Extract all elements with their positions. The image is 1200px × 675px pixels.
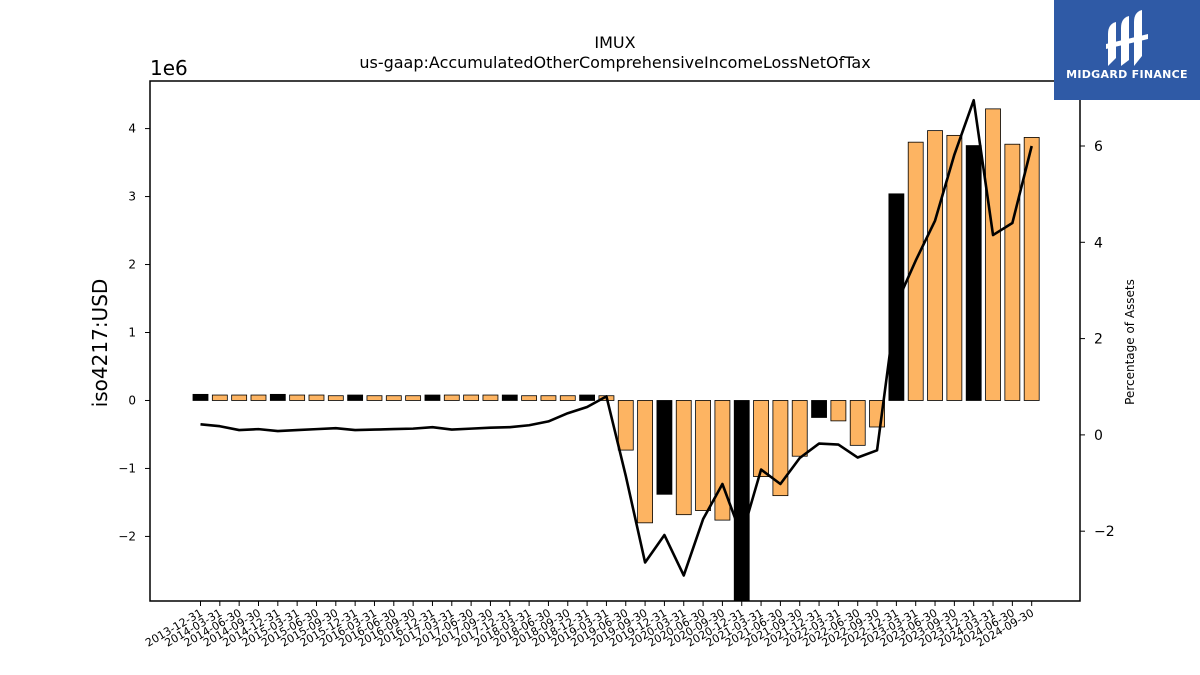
plot-area: −2−101234−202462013-12-312014-03-312014-…: [118, 80, 1115, 650]
bar: [714, 400, 731, 521]
y-tick-label: −1: [118, 461, 136, 475]
bar: [579, 394, 595, 401]
midgard-logo-icon: [1106, 10, 1148, 66]
y2-tick-label: 4: [1094, 235, 1103, 251]
y-tick-label: 2: [128, 258, 136, 272]
bar: [347, 394, 364, 401]
chart-title: IMUX: [594, 33, 635, 52]
y2-axis-label: Percentage of Assets: [1123, 279, 1137, 405]
bar: [675, 400, 692, 516]
bar: [830, 400, 847, 422]
chart-subtitle: us-gaap:AccumulatedOtherComprehensiveInc…: [359, 53, 870, 72]
bar: [463, 394, 480, 401]
bar: [753, 400, 769, 478]
series-line: [200, 98, 1033, 577]
y2-tick-label: 0: [1094, 428, 1103, 444]
bar: [849, 400, 866, 446]
bar: [617, 400, 634, 451]
bar: [366, 395, 383, 401]
bar: [231, 394, 248, 401]
bar: [192, 393, 209, 401]
bar: [1004, 143, 1021, 401]
bar: [482, 394, 499, 401]
plot-frame: [149, 80, 1081, 602]
brand-logo: MIDGARD FINANCE: [1054, 0, 1200, 100]
bar: [521, 395, 538, 401]
bar: [985, 108, 1001, 401]
y-axis-label: iso4217:USD: [88, 279, 112, 408]
bar: [946, 134, 963, 401]
y-tick-label: 0: [128, 393, 136, 407]
bar: [501, 394, 518, 401]
bar: [443, 394, 460, 401]
y-axis-multiplier: 1e6: [150, 56, 188, 80]
bar: [211, 394, 228, 401]
y2-tick-label: −2: [1094, 524, 1115, 540]
y-tick-label: −2: [118, 529, 136, 543]
bar: [289, 394, 306, 401]
bar: [656, 400, 673, 495]
bar: [927, 130, 943, 401]
bar: [965, 145, 982, 401]
bar: [327, 395, 344, 401]
bar: [907, 141, 924, 401]
bar: [269, 393, 286, 401]
bar: [540, 395, 557, 401]
bar: [733, 400, 750, 602]
bar: [405, 395, 422, 401]
bar: [772, 400, 789, 497]
y2-tick-label: 6: [1094, 139, 1103, 155]
bar: [637, 400, 653, 524]
bar: [559, 395, 576, 401]
bar: [424, 394, 441, 401]
bar: [888, 193, 905, 401]
bar: [308, 394, 325, 401]
bar: [811, 400, 827, 418]
y-tick-label: 4: [128, 122, 136, 136]
bar: [1023, 137, 1040, 401]
bar: [385, 395, 402, 401]
bar: [791, 400, 808, 457]
bar: [250, 394, 267, 401]
bar: [695, 400, 711, 511]
brand-logo-text: MIDGARD FINANCE: [1066, 68, 1188, 81]
y-tick-label: 3: [128, 190, 136, 204]
y-tick-label: 1: [128, 326, 136, 340]
y2-tick-label: 2: [1094, 332, 1103, 348]
